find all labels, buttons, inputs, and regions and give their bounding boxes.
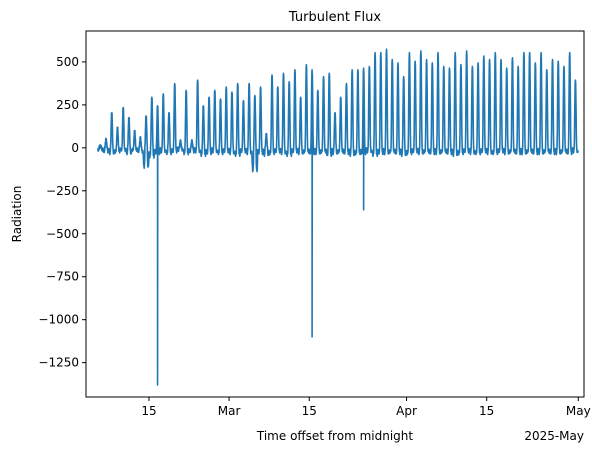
x-tick-label: 15 xyxy=(302,404,317,418)
y-tick-label: −750 xyxy=(46,270,79,284)
x-tick-label: Apr xyxy=(396,404,417,418)
x-tick-label: May xyxy=(566,404,591,418)
series-line xyxy=(96,48,579,386)
plot-frame xyxy=(85,30,585,398)
y-axis-label: Radiation xyxy=(10,186,24,243)
x-tick-label: 15 xyxy=(141,404,156,418)
x-axis-offset-label: 2025-May xyxy=(524,429,584,443)
x-axis: 15 Mar 15 Apr 15 May xyxy=(141,397,591,418)
x-tick-label: Mar xyxy=(218,404,241,418)
y-axis: 500 250 0 −250 −500 −750 −1000 −1250 xyxy=(38,55,86,370)
x-axis-label: Time offset from midnight xyxy=(256,429,413,443)
y-tick-label: −250 xyxy=(46,184,79,198)
y-tick-label: −1000 xyxy=(38,313,79,327)
y-tick-label: −1250 xyxy=(38,356,79,370)
y-tick-label: 0 xyxy=(71,141,79,155)
y-tick-label: 500 xyxy=(56,55,79,69)
y-tick-label: 250 xyxy=(56,98,79,112)
chart-title: Turbulent Flux xyxy=(288,10,381,25)
x-tick-label: 15 xyxy=(479,404,494,418)
plot-area xyxy=(96,48,579,386)
y-tick-label: −500 xyxy=(46,227,79,241)
